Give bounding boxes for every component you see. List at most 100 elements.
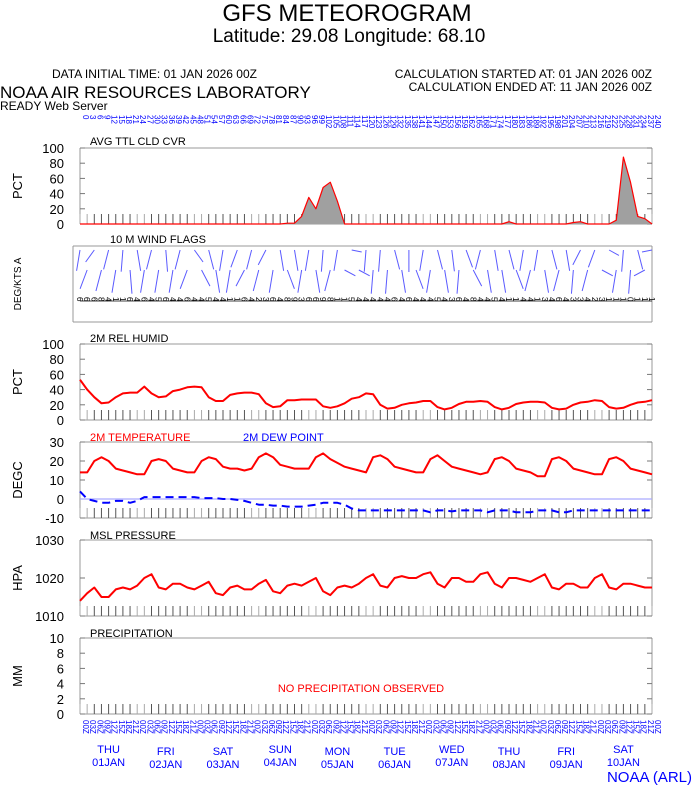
forecast-hour-label: 129: [388, 115, 397, 129]
utc-hour-label: 21Z: [188, 720, 197, 734]
utc-hour-label: 15Z: [403, 720, 412, 734]
wind-barb: [394, 249, 401, 270]
wind-speed-label: 4: [483, 297, 492, 302]
forecast-hour-label: 201: [560, 115, 569, 129]
wind-barb: [193, 249, 204, 263]
wind-speed-label: 6: [161, 297, 170, 302]
ylabel-wind: DEG/KTS A: [13, 257, 24, 310]
utc-hour-label: 03Z: [260, 720, 269, 734]
utc-hour-label: 12Z: [167, 720, 176, 734]
wind-barb: [570, 269, 574, 294]
utc-hour-label: 03Z: [489, 720, 498, 734]
utc-hour-label: 12Z: [110, 720, 119, 734]
y-tick-label: 100: [42, 337, 64, 352]
day-label: FRI: [557, 746, 575, 758]
wind-barb: [465, 249, 473, 268]
utc-hour-label: 18Z: [238, 720, 247, 734]
wind-speed-label: 9: [318, 297, 327, 302]
wind-speed-label: 4: [247, 297, 256, 302]
forecast-hour-label: 195: [546, 115, 555, 129]
wind-barb: [246, 249, 253, 270]
wind-speed-label: 6: [454, 297, 463, 302]
wind-barb: [174, 249, 181, 270]
forecast-hour-label: 111: [346, 115, 355, 128]
utc-hour-label: 03Z: [431, 720, 440, 734]
forecast-hour-label: 3: [88, 115, 97, 120]
forecast-hour-label: 162: [467, 115, 476, 129]
wind-barb: [572, 249, 581, 266]
wind-speed-label: 3: [576, 297, 585, 302]
wind-barb: [437, 249, 443, 270]
wind-speed-label: 6: [82, 297, 91, 302]
forecast-hour-label: 153: [446, 115, 455, 129]
forecast-hour-label: 21: [131, 115, 140, 124]
wind-barb: [294, 249, 299, 271]
wind-barb: [533, 249, 539, 271]
forecast-hour-label: 120: [367, 115, 376, 129]
wind-barb: [508, 249, 515, 270]
wind-barb: [370, 269, 374, 294]
forecast-hour-label: 87: [288, 115, 297, 124]
wind-speed-label: 4: [189, 297, 198, 302]
wind-speed-label: 4: [475, 297, 484, 302]
y-tick-label: 10: [50, 631, 64, 646]
utc-hour-label: 21Z: [646, 720, 655, 734]
y-tick-label: 80: [50, 156, 64, 171]
dewpoint-line: [79, 490, 652, 514]
wind-barb: [230, 249, 238, 268]
forecast-hour-label: 9: [102, 115, 111, 120]
forecast-hour-label: 225: [617, 115, 626, 129]
utc-hour-label: 15Z: [288, 720, 297, 734]
wind-speed-label: 6: [75, 297, 84, 302]
utc-hour-label: 12Z: [224, 720, 233, 734]
wind-speed-label: 6: [390, 297, 399, 302]
wind-barb: [279, 249, 285, 271]
wind-speed-label: 6: [182, 297, 191, 302]
forecast-hour-label: 159: [460, 115, 469, 129]
utc-hour-label: 00Z: [310, 720, 319, 734]
forecast-hour-label: 177: [503, 115, 512, 129]
utc-hour-label: 12Z: [281, 720, 290, 734]
wind-barb: [601, 269, 614, 277]
wind-barb: [146, 249, 152, 270]
wind-barb: [235, 269, 245, 287]
y-tick-label: 60: [50, 171, 64, 186]
wind-speed-label: 4: [440, 297, 449, 302]
y-tick-label: -10: [45, 511, 64, 526]
wind-barb: [324, 269, 331, 292]
utc-hour-label: 15Z: [174, 720, 183, 734]
panel-title-precip: PRECIPITATION: [90, 628, 173, 640]
wind-barb: [637, 249, 644, 270]
forecast-hour-label: 93: [303, 115, 312, 124]
y-tick-label: 20: [50, 202, 64, 217]
utc-hour-label: 15Z: [517, 720, 526, 734]
utc-hour-label: 12Z: [338, 720, 347, 734]
day-label: FRI: [157, 746, 175, 758]
date-label: 08JAN: [492, 759, 525, 771]
ylabel-pressure: HPA: [10, 565, 25, 591]
date-label: 01JAN: [92, 757, 125, 769]
wind-speed-label: 4: [425, 297, 434, 302]
wind-speed-label: 4: [361, 297, 370, 302]
wind-barb: [581, 269, 589, 292]
day-label: SUN: [269, 744, 292, 756]
wind-speed-label: 4: [175, 297, 184, 302]
utc-hour-label: 00Z: [253, 720, 262, 734]
date-label: 04JAN: [264, 757, 297, 769]
wind-speed-label: 4: [132, 297, 141, 302]
utc-hour-label: 09Z: [503, 720, 512, 734]
wind-speed-label: 1: [232, 297, 241, 302]
wind-barb: [140, 269, 145, 293]
utc-hour-label: 03Z: [145, 720, 154, 734]
wind-speed-label: 1: [618, 297, 627, 302]
forecast-hour-label: 228: [624, 115, 633, 129]
utc-hour-label: 15Z: [117, 720, 126, 734]
forecast-hour-label: 237: [646, 115, 655, 129]
utc-hour-label: 12Z: [510, 720, 519, 734]
wind-barb: [297, 269, 303, 293]
wind-speed-label: 4: [354, 297, 363, 302]
wind-speed-label: 8: [282, 297, 291, 302]
wind-speed-label: 1: [118, 297, 127, 302]
ylabel-precip: MM: [10, 665, 25, 687]
forecast-hour-label: 108: [338, 115, 347, 129]
